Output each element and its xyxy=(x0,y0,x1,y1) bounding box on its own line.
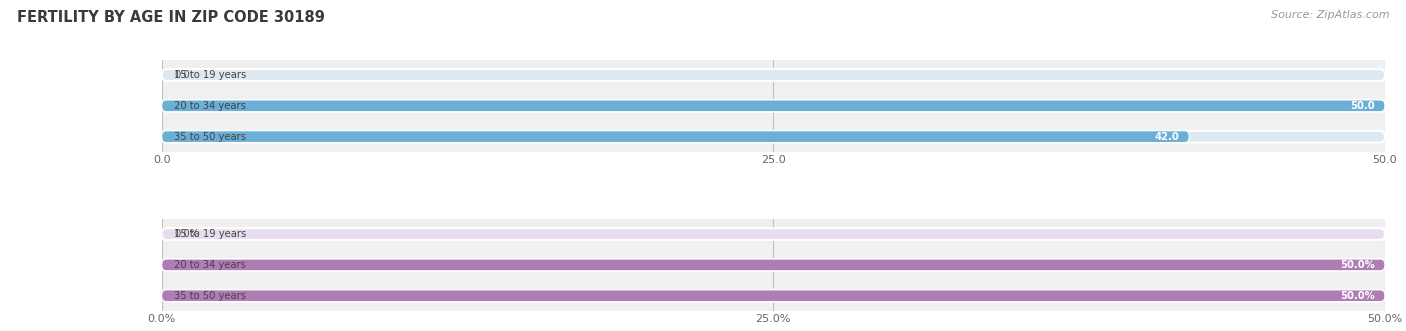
FancyBboxPatch shape xyxy=(162,100,1385,112)
Text: 15 to 19 years: 15 to 19 years xyxy=(174,229,246,239)
Text: 20 to 34 years: 20 to 34 years xyxy=(174,260,246,270)
Text: FERTILITY BY AGE IN ZIP CODE 30189: FERTILITY BY AGE IN ZIP CODE 30189 xyxy=(17,10,325,25)
Text: 50.0%: 50.0% xyxy=(1340,260,1375,270)
FancyBboxPatch shape xyxy=(162,290,1385,302)
Text: 50.0: 50.0 xyxy=(1351,101,1375,111)
Text: 20 to 34 years: 20 to 34 years xyxy=(174,101,246,111)
FancyBboxPatch shape xyxy=(162,69,1385,81)
FancyBboxPatch shape xyxy=(162,100,1385,112)
Text: 35 to 50 years: 35 to 50 years xyxy=(174,132,246,142)
FancyBboxPatch shape xyxy=(162,259,1385,271)
FancyBboxPatch shape xyxy=(162,131,1385,143)
Text: 50.0%: 50.0% xyxy=(1340,291,1375,301)
Text: 0.0%: 0.0% xyxy=(174,229,200,239)
FancyBboxPatch shape xyxy=(162,259,1385,271)
FancyBboxPatch shape xyxy=(162,228,1385,240)
Text: Source: ZipAtlas.com: Source: ZipAtlas.com xyxy=(1271,10,1389,20)
Text: 42.0: 42.0 xyxy=(1154,132,1180,142)
FancyBboxPatch shape xyxy=(162,290,1385,302)
Text: 15 to 19 years: 15 to 19 years xyxy=(174,70,246,80)
FancyBboxPatch shape xyxy=(162,131,1189,143)
Text: 0.0: 0.0 xyxy=(174,70,190,80)
Text: 35 to 50 years: 35 to 50 years xyxy=(174,291,246,301)
